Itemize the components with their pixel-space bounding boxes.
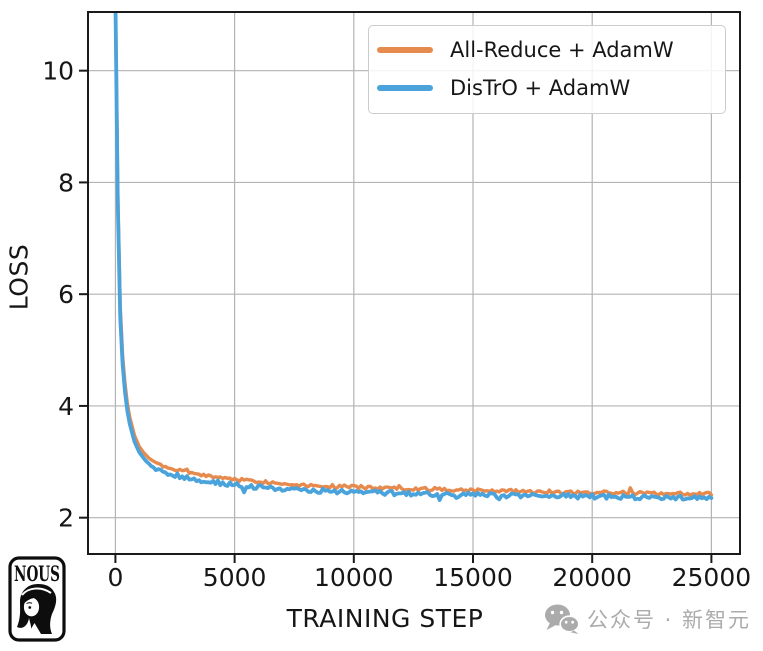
y-tick-label: 10: [42, 57, 74, 86]
nous-logo: NOUS: [8, 556, 66, 642]
legend-label-distro: DisTrO + AdamW: [450, 76, 631, 100]
x-tick-label: 20000: [552, 563, 632, 592]
x-tick-label: 15000: [433, 563, 513, 592]
wechat-icon: [545, 604, 579, 634]
legend: All-Reduce + AdamW DisTrO + AdamW: [368, 25, 726, 114]
x-tick-label: 5000: [203, 563, 267, 592]
y-tick-label: 2: [58, 504, 74, 533]
logo-girl-illustration: [17, 584, 57, 634]
all-reduce-line-swatch: [377, 47, 433, 53]
x-axis-label: TRAINING STEP: [286, 604, 484, 633]
y-tick-label: 8: [58, 168, 74, 197]
x-tick-label: 0: [107, 563, 123, 592]
y-tick-label: 6: [58, 280, 74, 309]
watermark: 公众号 · 新智元: [544, 603, 751, 635]
legend-label-all-reduce: All-Reduce + AdamW: [450, 38, 674, 62]
curve-distro: [113, 12, 714, 502]
logo-text: NOUS: [14, 562, 60, 587]
y-axis-label: LOSS: [4, 243, 34, 311]
curve-all-reduce: [113, 12, 714, 497]
plot-border: [87, 11, 741, 555]
x-tick-label: 25000: [672, 563, 752, 592]
x-tick-label: 10000: [314, 563, 394, 592]
legend-entry-distro: DisTrO + AdamW: [369, 69, 725, 107]
watermark-text: 公众号 · 新智元: [587, 608, 752, 632]
distro-line-swatch: [377, 85, 433, 91]
y-tick-label: 4: [58, 392, 74, 421]
legend-entry-all-reduce: All-Reduce + AdamW: [369, 31, 725, 69]
